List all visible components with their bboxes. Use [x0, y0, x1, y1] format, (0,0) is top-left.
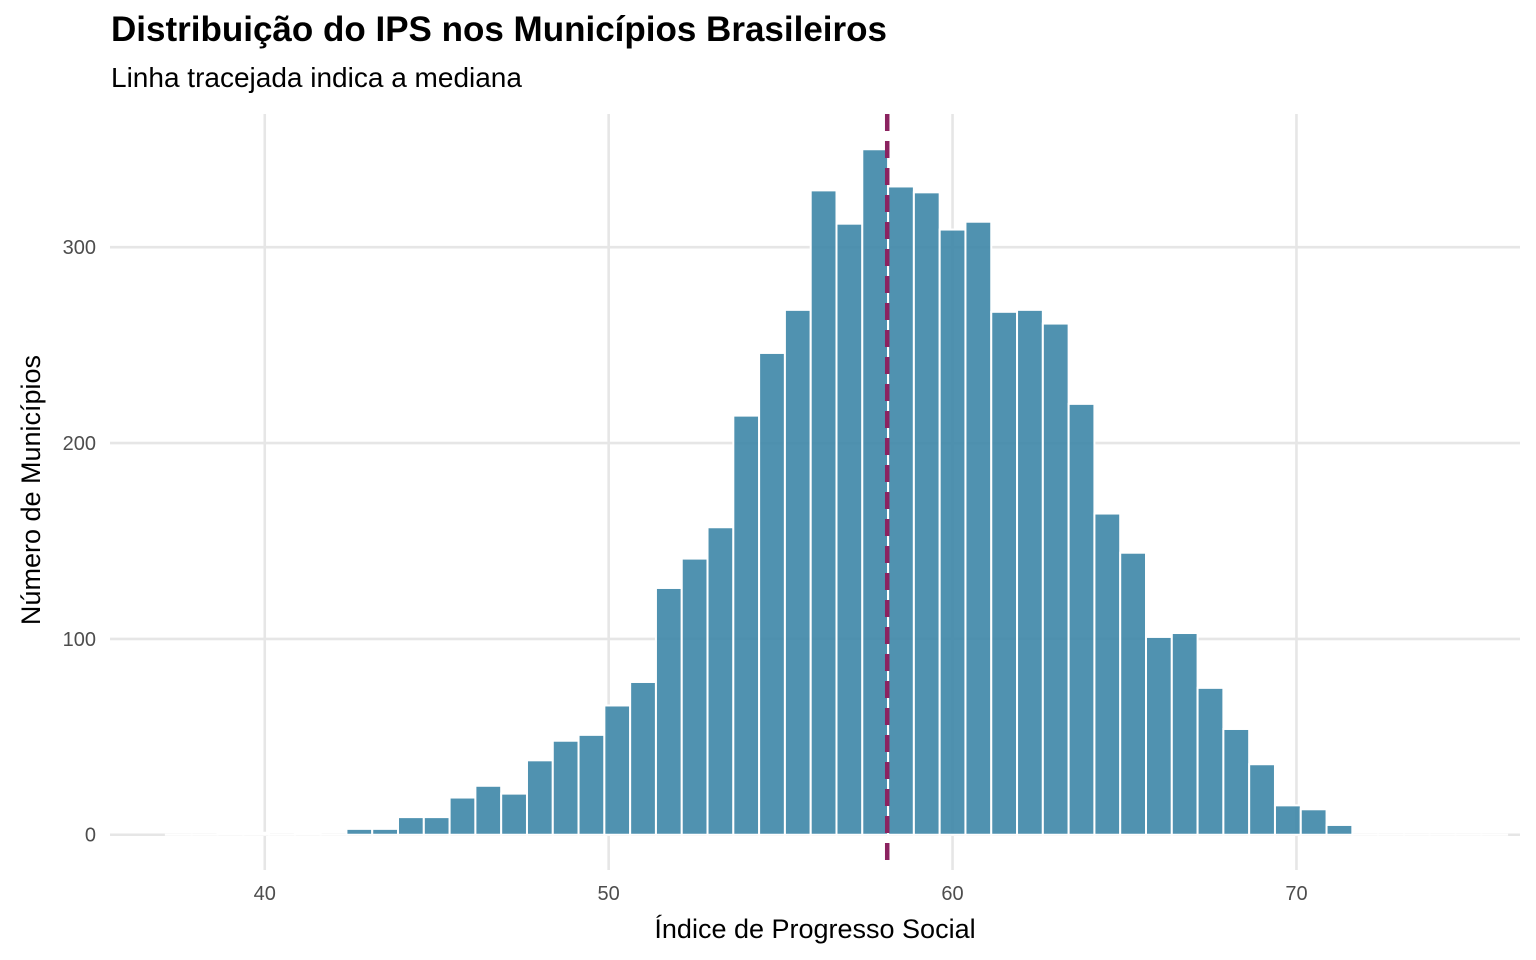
histogram-bar: [680, 557, 709, 836]
x-tick-label: 60: [941, 883, 963, 905]
histogram-bar: [1041, 322, 1070, 836]
histogram-bar: [706, 526, 735, 836]
x-axis-title: Índice de Progresso Social: [654, 914, 975, 944]
histogram-bar: [1016, 308, 1044, 836]
histogram-bar: [603, 704, 632, 836]
histogram-bar: [990, 310, 1019, 836]
chart-subtitle: Linha tracejada indica a mediana: [111, 62, 522, 93]
histogram-bar: [448, 796, 477, 836]
histogram-bar: [293, 831, 322, 836]
histogram-bar: [371, 827, 400, 836]
histogram-bar: [1325, 823, 1354, 836]
histogram-bar: [629, 680, 657, 836]
histogram-bars: [164, 148, 1509, 836]
x-tick-label: 70: [1285, 883, 1307, 905]
histogram-bar: [1299, 808, 1328, 836]
histogram-bar: [1145, 635, 1173, 836]
histogram-bar: [1119, 551, 1148, 836]
y-tick-label: 300: [63, 237, 96, 259]
y-tick-label: 200: [63, 433, 96, 455]
histogram-bar: [422, 816, 451, 836]
histogram-bar: [1196, 686, 1225, 836]
histogram-bar: [835, 222, 864, 836]
histogram-bar: [1273, 804, 1302, 836]
histogram-bar: [551, 739, 580, 836]
y-tick-label: 100: [63, 629, 96, 651]
x-tick-label: 50: [598, 883, 620, 905]
histogram-bar: [809, 189, 838, 836]
y-axis-ticks: 0 100 200 300: [63, 237, 96, 847]
histogram-bar: [912, 191, 941, 836]
x-tick-label: 40: [254, 883, 276, 905]
chart-title: Distribuição do IPS nos Municípios Brasi…: [111, 10, 887, 49]
histogram-bar: [216, 831, 245, 836]
histogram-bar: [1093, 512, 1122, 836]
histogram-bar: [500, 792, 528, 836]
x-axis-ticks: 40 50 60 70: [254, 883, 1308, 905]
histogram-bar: [938, 228, 967, 836]
histogram-bar: [783, 308, 812, 836]
histogram-bar: [654, 586, 683, 836]
histogram-bar: [345, 827, 374, 836]
histogram-bar: [1222, 727, 1251, 836]
histogram-bar: [861, 148, 890, 836]
histogram-bar: [577, 733, 606, 836]
histogram-bar: [525, 759, 554, 836]
histogram-bar: [964, 220, 993, 836]
histogram-bar: [887, 185, 915, 836]
histogram-bar: [1248, 763, 1276, 836]
histogram-bar: [732, 414, 761, 836]
histogram-bar: [397, 816, 425, 836]
histogram-bar: [474, 784, 503, 836]
histogram-bar: [1067, 402, 1096, 836]
histogram-bar: [1170, 632, 1199, 836]
y-axis-title: Número de Municípios: [16, 355, 46, 625]
histogram-bar: [758, 351, 786, 836]
histogram-bar: [242, 831, 271, 836]
y-tick-label: 0: [85, 825, 96, 847]
